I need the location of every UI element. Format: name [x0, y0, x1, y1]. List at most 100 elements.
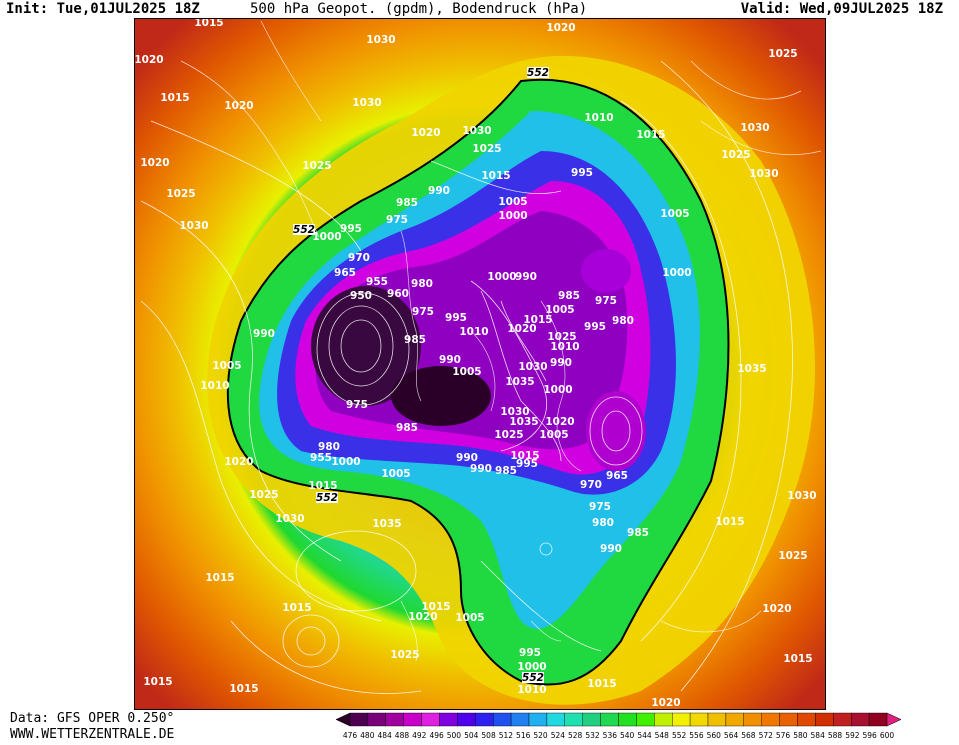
website-link[interactable]: WWW.WETTERZENTRALE.DE	[10, 727, 175, 742]
colorbar-cell	[689, 712, 709, 727]
colorbar-tick-label: 536	[603, 731, 618, 740]
colorbar-tick-label: 576	[776, 731, 791, 740]
colorbar-cell	[421, 712, 440, 727]
pressure-label: 1025	[494, 429, 523, 441]
pressure-label: 1030	[518, 361, 547, 373]
valid-time: Valid: Wed,09JUL2025 18Z	[740, 1, 943, 17]
colorbar-tick-label: 520	[533, 731, 548, 740]
colorbar-cell	[672, 712, 691, 727]
pressure-label: 1005	[539, 429, 568, 441]
colorbar-cell	[564, 712, 583, 727]
pressure-label: 995	[516, 458, 538, 470]
low-core-center	[391, 366, 491, 426]
colorbar-tick-label: 508	[481, 731, 496, 740]
contour-552-label-bg	[522, 672, 544, 683]
forecast-map[interactable]: 1015 1020 1030 1020 1025 552 1015 1020 1030 1010 1…	[134, 18, 826, 710]
pressure-label: 1020	[651, 697, 680, 709]
pressure-label: 980	[612, 315, 634, 327]
pressure-label: 1025	[721, 149, 750, 161]
colorbar-tick-label: 500	[447, 731, 462, 740]
pressure-label: 1025	[547, 331, 576, 343]
low-core-west	[311, 286, 421, 406]
pressure-label: 1025	[249, 489, 278, 501]
colorbar-tick-label: 572	[759, 731, 774, 740]
pressure-label: 1010	[517, 684, 546, 696]
pressure-label: 1015	[636, 129, 665, 141]
pressure-label: 1035	[505, 376, 534, 388]
pressure-label: 1030	[462, 125, 491, 137]
pressure-label: 995	[519, 647, 541, 659]
pressure-label: 1035	[372, 518, 401, 530]
pressure-label: 1020	[140, 157, 169, 169]
colorbar-tick-label: 488	[395, 731, 410, 740]
pressure-label: 1015	[715, 516, 744, 528]
pressure-label: 1030	[749, 168, 778, 180]
pressure-label: 985	[396, 422, 418, 434]
colorbar-cell	[510, 712, 530, 727]
contour-552-label-bg	[527, 67, 549, 78]
colorbar-cell	[707, 712, 727, 727]
pressure-label: 1015	[421, 601, 450, 613]
pressure-label: 1020	[224, 456, 253, 468]
pressure-label: 1015	[143, 676, 172, 688]
pressure-label: 1010	[550, 341, 579, 353]
pressure-label: 1030	[740, 122, 769, 134]
pressure-label: 990	[439, 354, 461, 366]
pressure-label: 1030	[352, 97, 381, 109]
colorbar-tick-label: 504	[464, 731, 479, 740]
pressure-label: 1000	[662, 267, 691, 279]
colorbar-cell	[475, 712, 494, 727]
pressure-label: 1010	[584, 112, 613, 124]
pressure-label: 1005	[212, 360, 241, 372]
pressure-label: 985	[404, 334, 426, 346]
pressure-label: 985	[495, 465, 517, 477]
pressure-label: 965	[334, 267, 356, 279]
pressure-label: 990	[515, 271, 537, 283]
pressure-label: 1010	[200, 380, 229, 392]
pressure-label: 1020	[408, 611, 437, 623]
init-time: Init: Tue,01JUL2025 18Z	[6, 1, 200, 17]
colorbar-cell	[725, 712, 744, 727]
pressure-label: 1000	[312, 231, 341, 243]
colorbar-tick-label: 560	[707, 731, 722, 740]
colorbar-cell	[349, 712, 369, 727]
colorbar-tick-label: 528	[568, 731, 583, 740]
colorbar-cell	[600, 712, 619, 727]
colorbar-cell	[439, 712, 458, 727]
colorbar-min-arrow	[335, 712, 351, 727]
colorbar-tick-label: 588	[828, 731, 843, 740]
pressure-label: 1005	[381, 468, 410, 480]
colorbar-tick-label: 568	[741, 731, 756, 740]
colorbar-cells	[335, 712, 902, 727]
pressure-label: 1000	[331, 456, 360, 468]
pressure-label: 1015	[308, 480, 337, 492]
contour-552-label: 552	[293, 224, 315, 236]
colorbar-tick-label: 592	[845, 731, 860, 740]
pressure-label: 1025	[472, 143, 501, 155]
pressure-label: 1015	[205, 572, 234, 584]
pressure-label: 1005	[660, 208, 689, 220]
pressure-label: 985	[396, 197, 418, 209]
pressure-label: 980	[411, 278, 433, 290]
colorbar-cell	[833, 712, 852, 727]
pressure-label: 990	[550, 357, 572, 369]
pressure-label: 1020	[135, 54, 164, 66]
pressure-label: 1020	[224, 100, 253, 112]
pressure-label: 1020	[411, 127, 440, 139]
pressure-label: 990	[600, 543, 622, 555]
pressure-label: 990	[253, 328, 275, 340]
colorbar-tick-label: 524	[551, 731, 566, 740]
colorbar-max-arrow	[886, 712, 902, 727]
pressure-label: 1035	[509, 416, 538, 428]
pressure-label: 1005	[455, 612, 484, 624]
colorbar-cell	[815, 712, 834, 727]
colorbar-tick-label: 516	[516, 731, 531, 740]
pressure-label: 1020	[762, 603, 791, 615]
pressure-label: 975	[386, 214, 408, 226]
pressure-label: 955	[366, 276, 388, 288]
colorbar-tick-label: 512	[499, 731, 514, 740]
pressure-label: 985	[558, 290, 580, 302]
pressure-label: 1015	[783, 653, 812, 665]
coastlines	[180, 20, 822, 662]
